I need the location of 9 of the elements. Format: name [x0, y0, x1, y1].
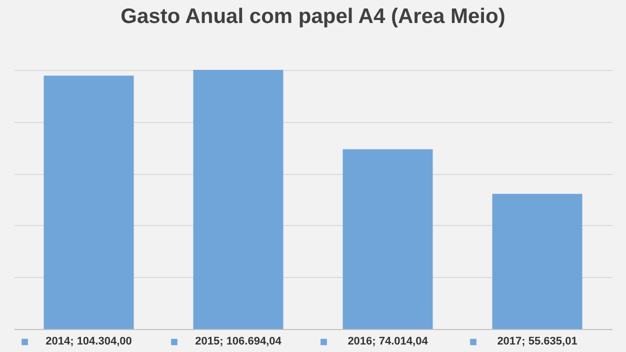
x-tick-label: 2015; 106.694,04	[195, 336, 282, 348]
x-tick-label: 2016; 74.014,04	[348, 336, 429, 348]
bar	[342, 149, 433, 329]
bar	[492, 194, 582, 329]
x-tick-label: 2017; 55.635,01	[497, 336, 578, 348]
bar	[44, 76, 134, 329]
chart-title: Gasto Anual com papel A4 (Area Meio)	[120, 5, 506, 28]
x-tick-label: 2014; 104.304,00	[46, 336, 132, 348]
bar	[193, 70, 284, 329]
